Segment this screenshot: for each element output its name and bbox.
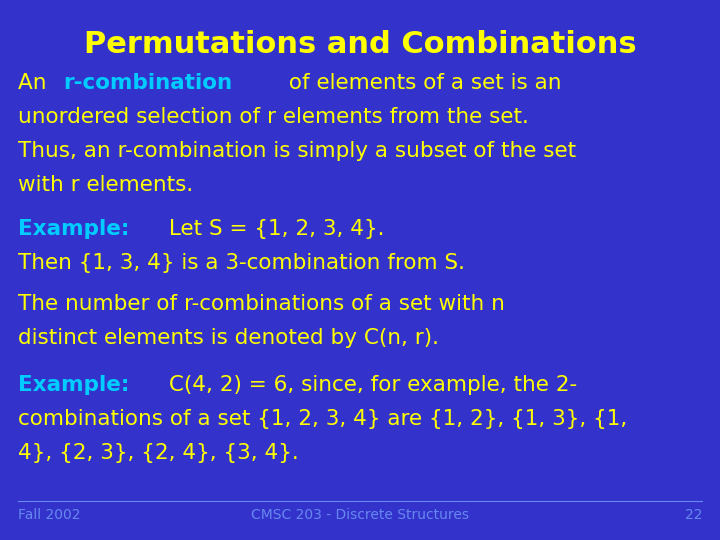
- Text: with r elements.: with r elements.: [18, 175, 193, 195]
- Text: combinations of a set {1, 2, 3, 4} are {1, 2}, {1, 3}, {1,: combinations of a set {1, 2, 3, 4} are {…: [18, 409, 627, 429]
- Text: Then {1, 3, 4} is a 3-combination from S.: Then {1, 3, 4} is a 3-combination from S…: [18, 253, 465, 273]
- Text: The number of r-combinations of a set with n: The number of r-combinations of a set wi…: [18, 294, 505, 314]
- Text: Let S = {1, 2, 3, 4}.: Let S = {1, 2, 3, 4}.: [162, 219, 384, 239]
- Text: An: An: [18, 73, 53, 93]
- Text: C(4, 2) = 6, since, for example, the 2-: C(4, 2) = 6, since, for example, the 2-: [162, 375, 577, 395]
- Text: r-combination: r-combination: [63, 73, 233, 93]
- Text: 4}, {2, 3}, {2, 4}, {3, 4}.: 4}, {2, 3}, {2, 4}, {3, 4}.: [18, 443, 299, 463]
- Text: of elements of a set is an: of elements of a set is an: [282, 73, 562, 93]
- Text: Permutations and Combinations: Permutations and Combinations: [84, 30, 636, 59]
- Text: Thus, an r-combination is simply a subset of the set: Thus, an r-combination is simply a subse…: [18, 141, 576, 161]
- Text: Fall 2002: Fall 2002: [18, 508, 81, 522]
- Text: Example:: Example:: [18, 375, 130, 395]
- Text: CMSC 203 - Discrete Structures: CMSC 203 - Discrete Structures: [251, 508, 469, 522]
- Text: 22: 22: [685, 508, 702, 522]
- Text: unordered selection of r elements from the set.: unordered selection of r elements from t…: [18, 107, 529, 127]
- Text: Example:: Example:: [18, 219, 130, 239]
- Text: distinct elements is denoted by C(n, r).: distinct elements is denoted by C(n, r).: [18, 328, 439, 348]
